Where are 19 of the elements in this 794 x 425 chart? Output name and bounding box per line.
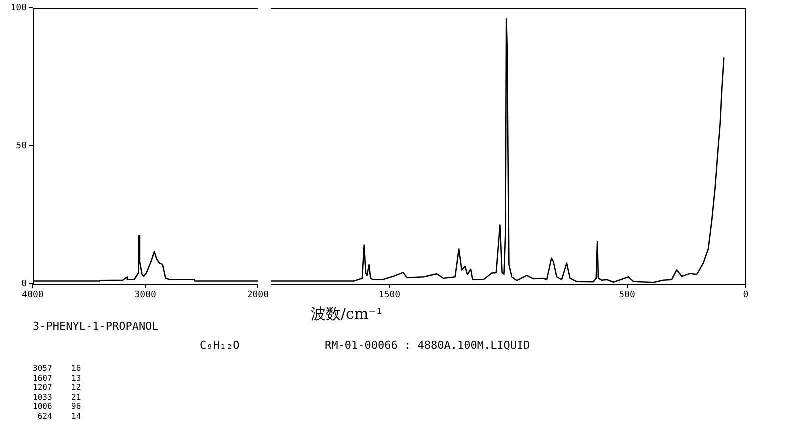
y-tick-label: 100 xyxy=(10,3,27,14)
text: 1033 21 xyxy=(33,392,82,402)
text: 3-PHENYL-1-PROPANOL xyxy=(33,320,159,333)
y-tick-label: 50 xyxy=(16,141,27,152)
text: 1607 13 xyxy=(33,374,82,383)
text: 3057 16 xyxy=(33,364,82,374)
x-tick-label: 2000 xyxy=(247,290,270,301)
text: RM-01-00066 : 4880A.100M.LIQUID xyxy=(325,339,530,352)
x-tick-label: 3000 xyxy=(134,290,156,301)
x-axis-title: 波数/cm⁻¹ xyxy=(311,305,383,324)
x-tick-label: 1500 xyxy=(378,290,401,301)
text: 624 14 xyxy=(36,412,82,421)
text: C₉H₁₂O xyxy=(200,339,240,352)
x-tick-label: 4000 xyxy=(22,290,44,301)
x-tick-label: 500 xyxy=(619,290,636,301)
text: 1207 12 xyxy=(33,383,82,392)
y-tick-label: 0 xyxy=(22,279,27,290)
x-tick-label: 0 xyxy=(743,290,749,301)
text: 1006 96 xyxy=(33,402,82,412)
